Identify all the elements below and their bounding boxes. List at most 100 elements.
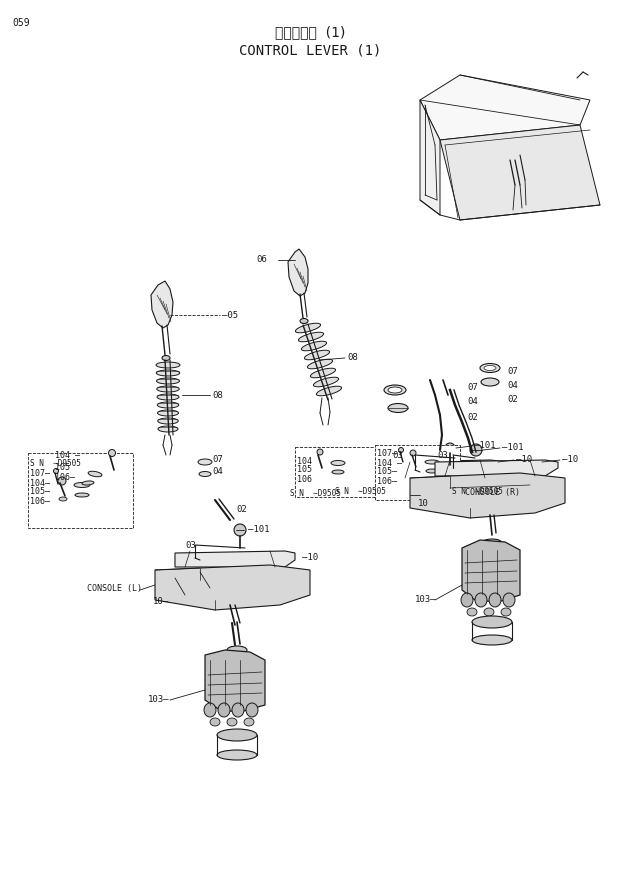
Ellipse shape	[482, 539, 502, 547]
Ellipse shape	[461, 593, 473, 607]
Ellipse shape	[467, 608, 477, 616]
Ellipse shape	[304, 350, 330, 360]
Polygon shape	[175, 551, 295, 567]
Text: S N  ∼D9505: S N ∼D9505	[452, 486, 503, 496]
Ellipse shape	[74, 483, 90, 487]
Ellipse shape	[388, 403, 408, 413]
Text: 106—: 106—	[55, 472, 75, 482]
Ellipse shape	[388, 387, 402, 393]
FancyBboxPatch shape	[295, 447, 385, 497]
Ellipse shape	[198, 459, 212, 465]
Ellipse shape	[158, 426, 178, 432]
Text: S N  ∼D9505: S N ∼D9505	[335, 486, 386, 496]
Ellipse shape	[217, 750, 257, 760]
Text: —101: —101	[248, 526, 270, 534]
Text: CONSOLE (L): CONSOLE (L)	[87, 583, 142, 593]
Text: CONTROL LEVER (1): CONTROL LEVER (1)	[239, 43, 381, 57]
Text: 03: 03	[437, 450, 448, 459]
Text: —101: —101	[474, 442, 495, 450]
Ellipse shape	[157, 402, 179, 408]
Ellipse shape	[472, 635, 512, 645]
Ellipse shape	[316, 386, 342, 395]
Text: 104—: 104—	[30, 478, 50, 487]
Ellipse shape	[156, 378, 180, 384]
Ellipse shape	[489, 593, 501, 607]
Text: 操作レバー  (1): 操作レバー (1)	[275, 25, 345, 39]
Text: 04: 04	[507, 381, 518, 389]
Text: 106—: 106—	[377, 477, 397, 485]
Ellipse shape	[227, 646, 247, 654]
Circle shape	[317, 449, 323, 455]
Text: 06: 06	[256, 256, 267, 265]
Ellipse shape	[244, 718, 254, 726]
Text: —10: —10	[302, 553, 318, 561]
Ellipse shape	[308, 359, 332, 368]
Circle shape	[399, 448, 404, 452]
Text: 07: 07	[212, 456, 223, 464]
Text: 105: 105	[55, 464, 70, 472]
Text: —05: —05	[222, 311, 238, 320]
FancyBboxPatch shape	[375, 445, 460, 500]
Text: 104 —: 104 —	[377, 458, 402, 468]
Text: 08: 08	[347, 354, 358, 362]
Ellipse shape	[157, 418, 179, 424]
Ellipse shape	[384, 385, 406, 395]
Ellipse shape	[232, 703, 244, 717]
Ellipse shape	[311, 368, 335, 378]
Polygon shape	[440, 125, 600, 220]
Polygon shape	[155, 565, 310, 610]
Text: CONSOLE (R): CONSOLE (R)	[465, 489, 520, 498]
Ellipse shape	[300, 319, 308, 324]
Polygon shape	[395, 460, 510, 478]
Circle shape	[53, 469, 58, 473]
Ellipse shape	[59, 497, 67, 501]
Polygon shape	[151, 281, 173, 328]
Text: 104: 104	[297, 457, 312, 465]
Ellipse shape	[314, 377, 339, 387]
Text: 10—: 10—	[153, 596, 169, 606]
Ellipse shape	[217, 729, 257, 741]
Ellipse shape	[246, 703, 258, 717]
Text: 103—: 103—	[148, 696, 169, 705]
Text: 059: 059	[12, 18, 30, 28]
Ellipse shape	[425, 460, 439, 464]
Circle shape	[410, 450, 416, 456]
Text: 07: 07	[507, 368, 518, 376]
Text: S N  ∼D9505: S N ∼D9505	[290, 489, 341, 498]
Text: 04: 04	[467, 397, 478, 407]
Ellipse shape	[331, 460, 345, 465]
Text: 104 —: 104 —	[55, 450, 80, 459]
Ellipse shape	[475, 593, 487, 607]
Ellipse shape	[210, 718, 220, 726]
Text: 02: 02	[467, 413, 478, 422]
Ellipse shape	[501, 608, 511, 616]
Ellipse shape	[301, 341, 327, 351]
Circle shape	[470, 444, 482, 456]
Text: —101: —101	[502, 443, 523, 452]
Ellipse shape	[199, 471, 211, 477]
Text: 04: 04	[212, 468, 223, 477]
Ellipse shape	[332, 470, 344, 474]
Ellipse shape	[157, 394, 179, 400]
Text: S N  ∼D9505: S N ∼D9505	[30, 458, 81, 468]
Text: 106: 106	[297, 475, 312, 484]
Ellipse shape	[75, 493, 89, 497]
Text: 106—: 106—	[30, 497, 50, 505]
Ellipse shape	[298, 333, 324, 341]
Polygon shape	[410, 473, 565, 518]
Text: —10: —10	[562, 456, 578, 464]
Polygon shape	[420, 100, 440, 215]
Ellipse shape	[484, 366, 496, 370]
Ellipse shape	[426, 469, 438, 473]
Text: 10: 10	[418, 498, 429, 507]
Text: 103—: 103—	[415, 595, 436, 604]
Polygon shape	[288, 249, 308, 296]
Ellipse shape	[472, 616, 512, 628]
Ellipse shape	[157, 410, 179, 416]
Text: 105—: 105—	[377, 468, 397, 477]
Circle shape	[445, 443, 455, 453]
Text: 107—: 107—	[30, 470, 50, 478]
Text: 07: 07	[467, 383, 478, 393]
Ellipse shape	[162, 355, 170, 361]
Text: 105: 105	[297, 465, 312, 475]
